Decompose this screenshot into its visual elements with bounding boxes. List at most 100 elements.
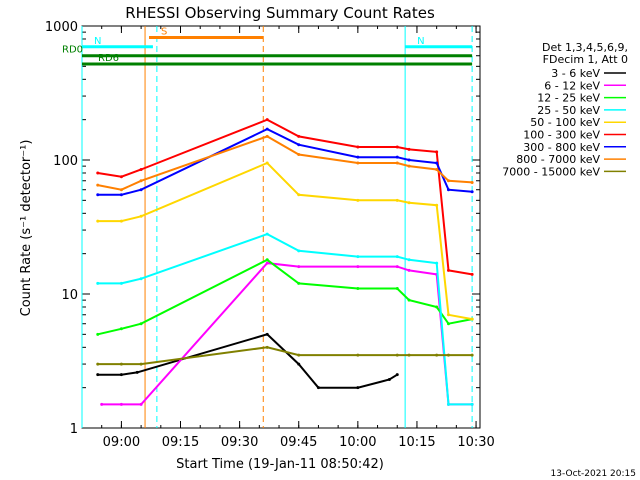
data-point: [265, 345, 269, 349]
y-tick-label: 10: [61, 288, 78, 303]
data-point: [470, 190, 474, 194]
data-point: [297, 353, 301, 357]
data-point: [96, 219, 100, 223]
data-point: [356, 145, 360, 149]
data-point: [395, 198, 399, 202]
legend-entry-label: 800 - 7000 keV: [516, 153, 600, 166]
legend-header: Det 1,3,4,5,6,9,: [542, 41, 628, 54]
data-point: [297, 249, 301, 253]
data-point: [435, 261, 439, 265]
y-tick-label: 100: [53, 154, 78, 169]
data-point: [265, 261, 269, 265]
data-point: [135, 370, 139, 374]
chart-title: RHESSI Observing Summary Count Rates: [125, 4, 435, 22]
flag-label: N: [94, 36, 101, 47]
data-point: [265, 232, 269, 236]
data-point: [435, 167, 439, 171]
data-point: [139, 322, 143, 326]
data-point: [265, 134, 269, 138]
data-point: [395, 265, 399, 269]
legend-entry-label: 6 - 12 keV: [544, 79, 600, 92]
data-point: [395, 161, 399, 165]
legend: Det 1,3,4,5,6,9,FDecim 1, Att 03 - 6 keV…: [502, 41, 628, 178]
data-point: [265, 127, 269, 131]
data-point: [395, 255, 399, 259]
data-point: [387, 378, 391, 382]
data-point: [96, 183, 100, 187]
data-point: [470, 353, 474, 357]
data-point: [435, 305, 439, 309]
data-point: [435, 161, 439, 165]
data-point: [100, 402, 104, 406]
data-point: [96, 373, 100, 377]
data-point: [356, 155, 360, 159]
data-point: [139, 402, 143, 406]
y-tick-label: 1000: [45, 20, 78, 35]
data-point: [96, 362, 100, 366]
legend-header: FDecim 1, Att 0: [543, 53, 628, 66]
data-point: [119, 175, 123, 179]
legend-entry-label: 12 - 25 keV: [537, 92, 600, 105]
data-point: [407, 298, 411, 302]
x-tick-label: 10:15: [398, 435, 435, 450]
data-point: [446, 179, 450, 183]
legend-entry-label: 7000 - 15000 keV: [502, 165, 600, 178]
data-point: [470, 317, 474, 321]
data-point: [435, 150, 439, 154]
data-point: [470, 402, 474, 406]
x-tick-label: 09:15: [162, 435, 199, 450]
legend-entry-label: 100 - 300 keV: [523, 129, 600, 142]
data-point: [265, 258, 269, 262]
data-point: [265, 332, 269, 336]
flag-label: S: [161, 27, 167, 38]
data-point: [356, 386, 360, 390]
data-point: [119, 193, 123, 197]
data-point: [356, 286, 360, 290]
data-point: [435, 353, 439, 357]
data-point: [446, 353, 450, 357]
data-point: [316, 386, 320, 390]
data-point: [119, 402, 123, 406]
data-point: [119, 327, 123, 331]
data-point: [139, 214, 143, 218]
data-point: [356, 161, 360, 165]
data-point: [119, 281, 123, 285]
data-point: [470, 180, 474, 184]
flag-label: N: [417, 36, 424, 47]
footer-timestamp: 13-Oct-2021 20:15: [551, 469, 636, 479]
x-tick-label: 10:30: [457, 435, 494, 450]
data-point: [297, 265, 301, 269]
data-point: [395, 286, 399, 290]
data-point: [297, 152, 301, 156]
data-point: [407, 201, 411, 205]
x-tick-label: 09:30: [221, 435, 258, 450]
data-point: [297, 134, 301, 138]
flag-label: RD0: [62, 45, 83, 56]
data-point: [96, 281, 100, 285]
data-point: [395, 145, 399, 149]
data-point: [297, 193, 301, 197]
data-point: [356, 353, 360, 357]
data-point: [119, 188, 123, 192]
x-axis-label: Start Time (19-Jan-11 08:50:42): [176, 457, 384, 472]
data-point: [265, 161, 269, 165]
plot-area: 09:00 09:15 09:30 09:45 10:00 10:15 10:30 1 10 10…: [45, 20, 495, 450]
data-point: [470, 272, 474, 276]
data-point: [356, 255, 360, 259]
data-point: [139, 179, 143, 183]
data-point: [395, 155, 399, 159]
legend-entry-label: 300 - 800 keV: [523, 141, 600, 154]
x-tick-label: 10:00: [339, 435, 376, 450]
y-tick-label: 1: [70, 422, 78, 437]
data-point: [446, 313, 450, 317]
data-point: [395, 353, 399, 357]
data-point: [356, 198, 360, 202]
data-point: [139, 277, 143, 281]
data-point: [407, 158, 411, 162]
data-point: [96, 332, 100, 336]
data-point: [407, 258, 411, 262]
data-point: [119, 373, 123, 377]
data-point: [407, 353, 411, 357]
data-point: [119, 219, 123, 223]
